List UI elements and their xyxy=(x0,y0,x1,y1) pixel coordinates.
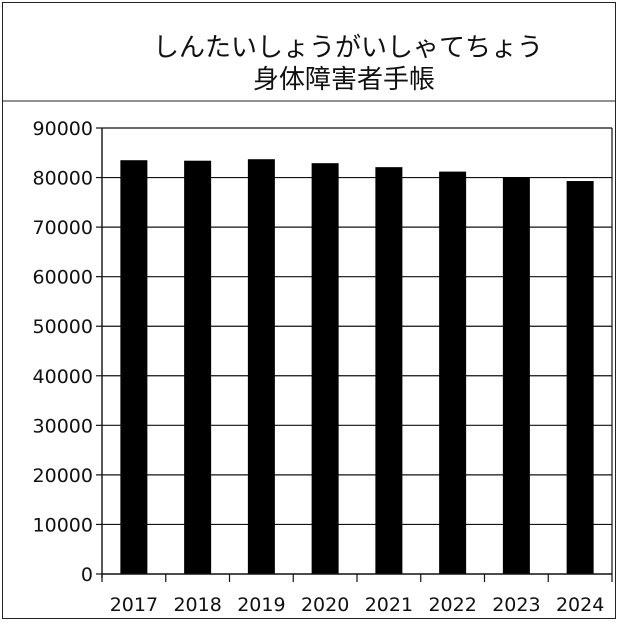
y-tick-label: 20000 xyxy=(33,465,93,487)
axes xyxy=(96,127,613,582)
x-tick-label: 2023 xyxy=(492,594,540,616)
x-tick-label: 2024 xyxy=(556,594,604,616)
y-tick-label: 90000 xyxy=(33,118,93,140)
x-tick-label: 2018 xyxy=(173,594,221,616)
chart-title: しんたいしょうがいしゃてちょう xyxy=(153,33,543,63)
bar xyxy=(502,177,530,574)
bar xyxy=(311,163,339,574)
x-tick-labels: 2017 2018 2019 2020 2021 2022 2023 2024 xyxy=(110,594,605,616)
y-tick-label: 70000 xyxy=(33,217,93,239)
y-tick-label: 40000 xyxy=(33,366,93,388)
x-tick-label: 2017 xyxy=(110,594,158,616)
bar xyxy=(375,167,403,574)
bars xyxy=(120,159,594,574)
y-tick-label: 80000 xyxy=(33,168,93,190)
y-tick-label: 60000 xyxy=(33,267,93,289)
y-tick-label: 0 xyxy=(81,564,93,586)
bar xyxy=(566,181,594,574)
bar xyxy=(247,159,275,574)
y-tick-label: 10000 xyxy=(33,514,93,536)
x-tick-label: 2020 xyxy=(301,594,349,616)
bar xyxy=(120,160,148,574)
bar xyxy=(439,171,467,574)
grid-lines xyxy=(102,127,612,526)
bar xyxy=(184,160,212,574)
chart-subtitle: 身体障害者手帳 xyxy=(253,65,435,95)
x-tick-label: 2021 xyxy=(365,594,413,616)
y-tick-labels: 0 10000 20000 30000 40000 50000 60000 70000 8000… xyxy=(33,118,93,586)
y-tick-label: 50000 xyxy=(33,316,93,338)
x-tick-label: 2019 xyxy=(237,594,285,616)
y-tick-label: 30000 xyxy=(33,415,93,437)
x-tick-label: 2022 xyxy=(428,594,476,616)
